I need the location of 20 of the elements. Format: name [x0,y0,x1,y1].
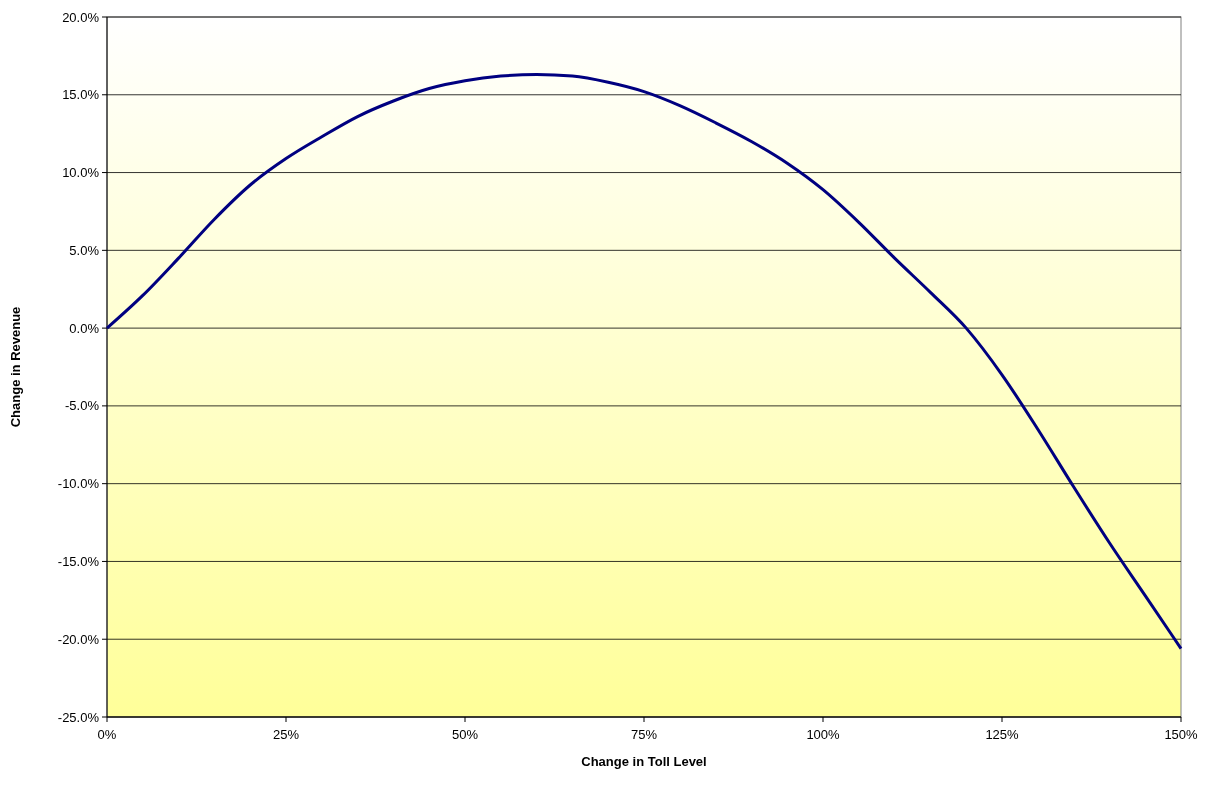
y-tick-label: 5.0% [69,242,100,258]
y-tick-label: -15.0% [57,553,100,569]
y-axis-title: Change in Revenue [8,306,23,428]
y-tick-label: 10.0% [62,165,100,181]
y-tick-label: -25.0% [57,709,100,725]
y-tick-label: 20.0% [62,9,100,25]
x-axis-title: Change in Toll Level [581,754,707,769]
y-tick-label: 0.0% [69,320,100,336]
x-tick-label: 75% [630,727,658,742]
x-tick-label: 25% [272,727,300,742]
y-tick-label: -5.0% [65,398,100,414]
line-series [105,73,1183,651]
y-tick-label: -10.0% [57,476,100,492]
x-tick-label: 50% [451,727,479,742]
y-tick-label: 15.0% [62,87,100,103]
x-tick-label: 0% [97,727,117,742]
x-tick-label: 150% [1164,727,1199,742]
y-tick-label: -20.0% [57,631,100,647]
x-tick-label: 125% [985,727,1020,742]
x-tick-label: 100% [806,727,841,742]
